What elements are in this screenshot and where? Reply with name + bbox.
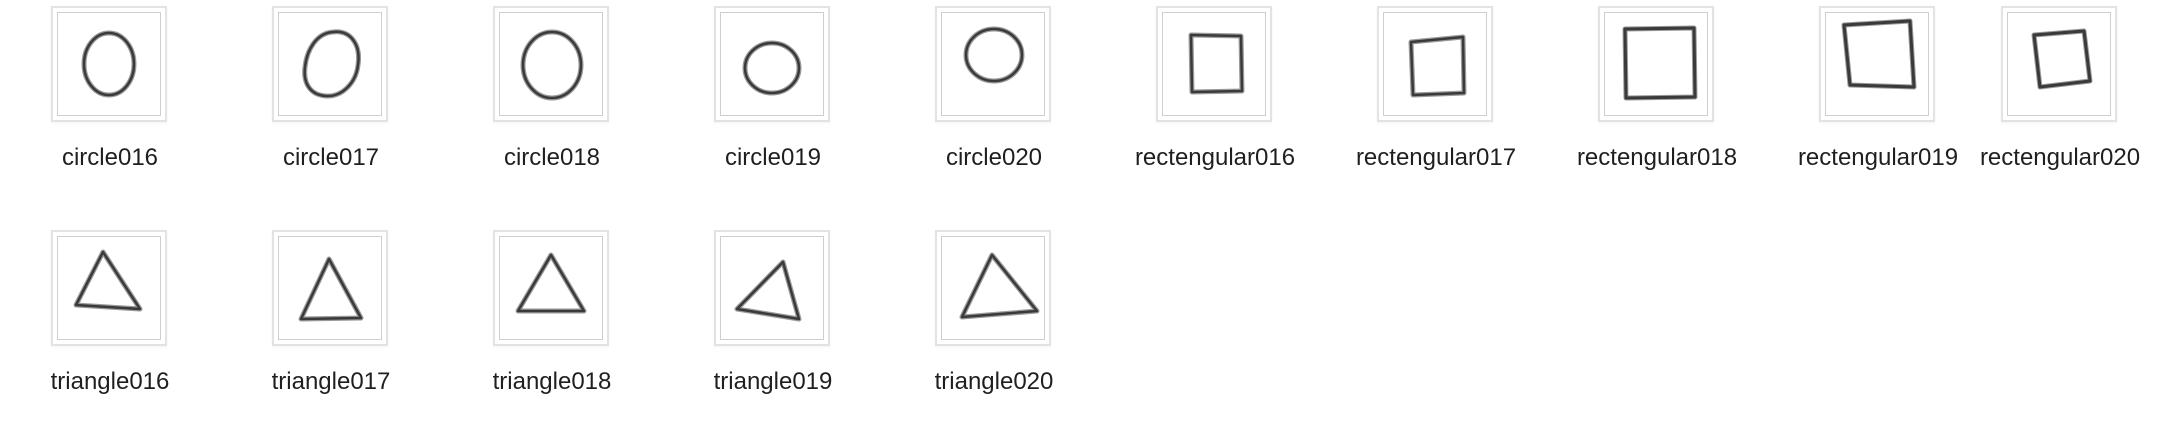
file-item-rectengular018[interactable]: rectengular018 [1547, 0, 1767, 200]
circle-drawing-icon [520, 29, 584, 101]
file-name-label: circle020 [945, 144, 1043, 171]
file-name-label: triangle016 [50, 368, 170, 395]
file-item-circle016[interactable]: circle016 [0, 0, 220, 200]
file-thumbnail[interactable] [272, 6, 388, 122]
triangle-drawing-icon [73, 249, 143, 312]
file-name-label: circle016 [61, 144, 159, 171]
file-thumbnail[interactable] [935, 6, 1051, 122]
file-item-circle019[interactable]: circle019 [663, 0, 883, 200]
file-name-label: rectengular019 [1797, 144, 1959, 171]
file-item-rectengular019[interactable]: rectengular019 [1768, 0, 1988, 200]
file-item-triangle016[interactable]: triangle016 [0, 224, 220, 424]
triangle-drawing-icon [298, 256, 364, 322]
file-item-rectengular016[interactable]: rectengular016 [1105, 0, 1325, 200]
file-name-label: rectengular016 [1134, 144, 1296, 171]
triangle-drawing-icon [959, 252, 1040, 320]
file-name-label: triangle017 [271, 368, 391, 395]
rectangle-drawing-icon [1408, 34, 1467, 98]
file-thumbnail[interactable] [493, 6, 609, 122]
circle-drawing-icon [963, 26, 1025, 84]
file-name-label: circle017 [282, 144, 380, 171]
file-item-circle017[interactable]: circle017 [221, 0, 441, 200]
file-name-label: rectengular017 [1355, 144, 1517, 171]
file-thumbnail[interactable] [714, 6, 830, 122]
file-thumbnail[interactable] [493, 230, 609, 346]
triangle-drawing-icon [734, 259, 802, 322]
rectangle-drawing-icon [2031, 28, 2093, 90]
file-name-label: circle018 [503, 144, 601, 171]
rectangle-drawing-icon [1188, 32, 1245, 95]
file-thumbnail[interactable] [1156, 6, 1272, 122]
circle-drawing-icon [742, 40, 802, 96]
file-item-circle020[interactable]: circle020 [884, 0, 1104, 200]
file-thumbnail[interactable] [51, 6, 167, 122]
file-item-circle018[interactable]: circle018 [442, 0, 662, 200]
file-thumbnail[interactable] [1377, 6, 1493, 122]
file-thumbnail[interactable] [272, 230, 388, 346]
circle-drawing-icon [81, 30, 137, 98]
file-thumbnail[interactable] [714, 230, 830, 346]
file-item-rectengular017[interactable]: rectengular017 [1326, 0, 1546, 200]
file-name-label: triangle018 [492, 368, 612, 395]
file-thumbnail[interactable] [2001, 6, 2117, 122]
file-item-triangle017[interactable]: triangle017 [221, 224, 441, 424]
file-thumbnail[interactable] [1598, 6, 1714, 122]
file-item-triangle018[interactable]: triangle018 [442, 224, 662, 424]
file-name-label: circle019 [724, 144, 822, 171]
file-name-label: triangle019 [713, 368, 833, 395]
file-item-triangle019[interactable]: triangle019 [663, 224, 883, 424]
rectangle-drawing-icon [1622, 25, 1698, 101]
file-name-label: rectengular018 [1576, 144, 1738, 171]
file-thumbnail[interactable] [935, 230, 1051, 346]
file-item-rectengular020[interactable]: rectengular020 [1950, 0, 2170, 200]
file-name-label: rectengular020 [1979, 144, 2141, 171]
circle-drawing-icon [302, 29, 362, 99]
file-thumbnail[interactable] [51, 230, 167, 346]
rectangle-drawing-icon [1841, 18, 1917, 90]
triangle-drawing-icon [515, 252, 587, 314]
file-item-triangle020[interactable]: triangle020 [884, 224, 1104, 424]
file-thumbnail[interactable] [1819, 6, 1935, 122]
file-name-label: triangle020 [934, 368, 1054, 395]
